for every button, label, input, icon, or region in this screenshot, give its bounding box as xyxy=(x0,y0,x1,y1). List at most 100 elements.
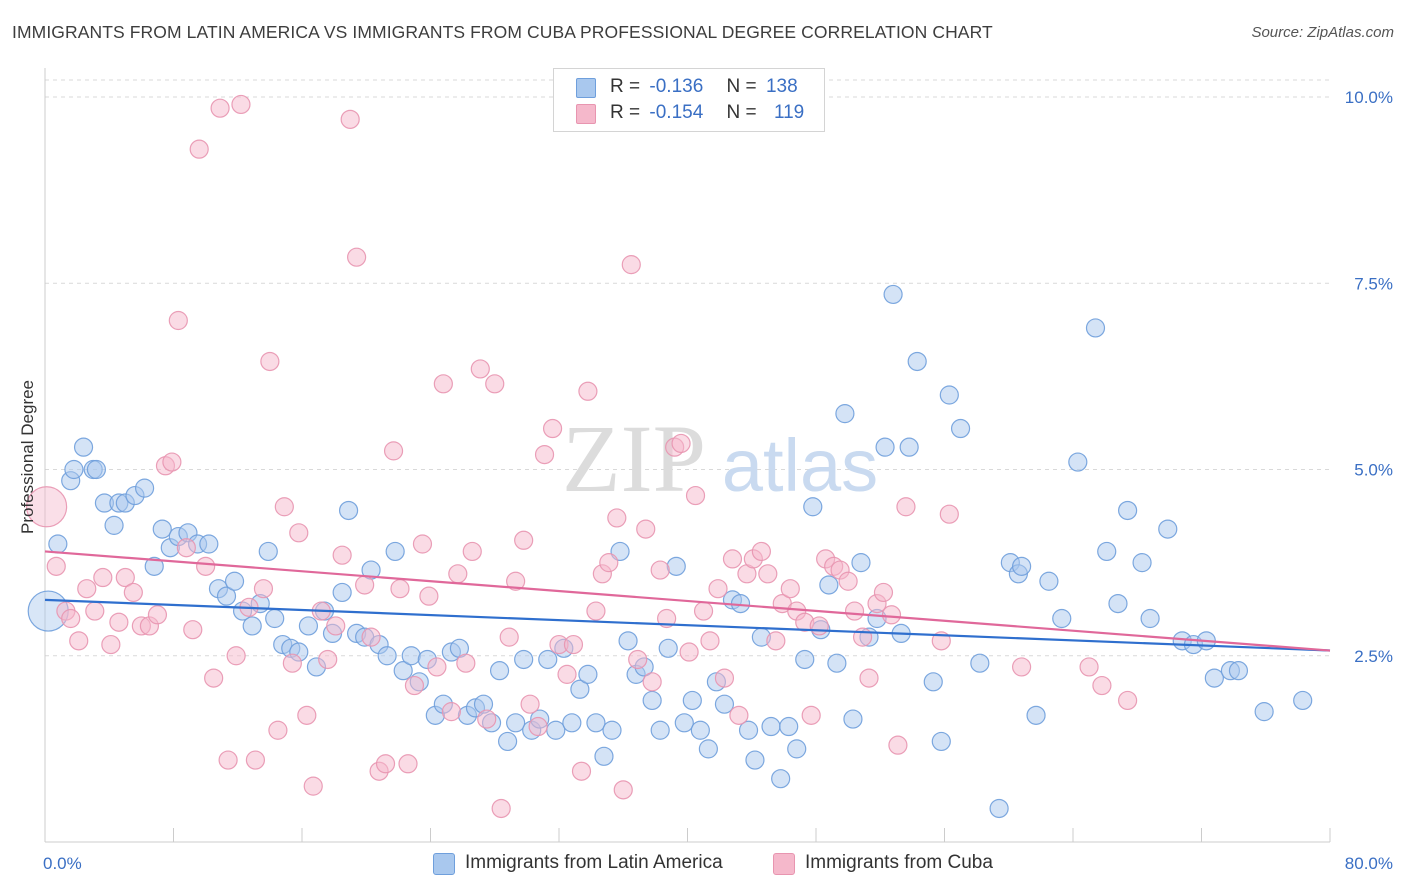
latin-america-point-135 xyxy=(1293,690,1313,711)
cuba-point-33 xyxy=(282,653,302,673)
watermark-atlas: atlas xyxy=(722,424,878,507)
cuba-point-88 xyxy=(679,642,699,662)
series-cuba-points xyxy=(26,94,1138,819)
bottom-legend-label-2: Immigrants from Cuba xyxy=(805,852,993,873)
latin-america-point-58 xyxy=(514,649,534,670)
cuba-point-74 xyxy=(578,381,598,401)
latin-america-point-90 xyxy=(771,769,791,789)
latin-america-point-123 xyxy=(1108,593,1128,614)
latin-america-point-113 xyxy=(989,798,1009,819)
latin-america-point-27 xyxy=(265,608,285,629)
legend-r-label: R = xyxy=(610,102,641,123)
cuba-point-84 xyxy=(650,560,670,580)
cuba-point-54 xyxy=(433,374,453,394)
cuba-point-122 xyxy=(1079,657,1099,677)
cuba-point-83 xyxy=(642,672,662,692)
cuba-point-71 xyxy=(557,664,577,684)
cuba-point-44 xyxy=(361,627,381,647)
latin-america-point-57 xyxy=(506,713,526,733)
cuba-point-89 xyxy=(685,485,706,506)
latin-america-point-110 xyxy=(939,385,959,405)
source-label: Source: ZipAtlas.com xyxy=(1251,24,1394,41)
latin-america-point-76 xyxy=(658,638,678,658)
latin-america-point-86 xyxy=(738,720,759,740)
bottom-legend-swatch-pink xyxy=(773,853,795,875)
latin-america-point-109 xyxy=(931,731,951,752)
latin-america-point-65 xyxy=(570,679,590,699)
cuba-point-102 xyxy=(780,579,800,599)
cuba-point-20 xyxy=(189,139,209,159)
cuba-point-75 xyxy=(586,601,606,621)
latin-america-point-41 xyxy=(377,646,397,666)
latin-america-point-121 xyxy=(1085,318,1106,338)
cuba-point-40 xyxy=(332,545,352,565)
latin-america-point-24 xyxy=(242,616,262,636)
cuba-point-24 xyxy=(218,750,238,770)
cuba-point-35 xyxy=(297,705,317,725)
cuba-point-82 xyxy=(636,519,656,539)
latin-america-point-3 xyxy=(64,459,84,480)
watermark-zip: ZIP xyxy=(562,405,706,512)
cuba-point-77 xyxy=(599,553,619,573)
cuba-point-106 xyxy=(809,616,829,636)
cuba-point-68 xyxy=(534,445,555,465)
cuba-point-51 xyxy=(412,534,433,554)
series-latin-america-points xyxy=(27,284,1313,819)
latin-america-point-104 xyxy=(883,284,903,305)
cuba-point-11 xyxy=(123,582,143,603)
latin-america-point-35 xyxy=(332,582,352,603)
latin-america-point-106 xyxy=(899,437,919,457)
cuba-point-120 xyxy=(939,504,959,524)
legend-r-value-1: -0.136 xyxy=(649,76,704,97)
cuba-point-6 xyxy=(85,601,105,621)
cuba-point-81 xyxy=(628,649,648,670)
cuba-point-43 xyxy=(355,575,375,595)
x-tick-labels: 0.0% 80.0% xyxy=(43,854,1393,873)
latin-america-point-69 xyxy=(602,720,622,740)
cuba-point-61 xyxy=(485,374,505,394)
cuba-point-100 xyxy=(766,631,786,651)
cuba-point-117 xyxy=(888,735,908,755)
cuba-point-105 xyxy=(801,705,821,725)
latin-america-point-111 xyxy=(950,418,971,439)
latin-america-point-6 xyxy=(86,459,107,480)
cuba-point-52 xyxy=(419,586,439,606)
cuba-point-72 xyxy=(563,634,584,655)
cuba-point-92 xyxy=(708,579,728,599)
y-tick-label-1: 5.0% xyxy=(1354,461,1393,480)
cuba-point-99 xyxy=(758,564,778,584)
legend-swatch-blue xyxy=(576,78,596,98)
cuba-point-58 xyxy=(462,541,482,562)
cuba-point-38 xyxy=(318,649,338,670)
cuba-point-17 xyxy=(168,310,188,331)
cuba-point-3 xyxy=(61,608,81,629)
cuba-point-118 xyxy=(896,497,916,517)
latin-america-point-81 xyxy=(698,739,718,759)
latin-america-point-26 xyxy=(258,541,278,562)
latin-america-point-134 xyxy=(1254,702,1274,722)
cuba-point-46 xyxy=(375,754,396,774)
cuba-point-34 xyxy=(289,523,309,543)
cuba-point-57 xyxy=(456,653,476,673)
bottom-legend-label-1: Immigrants from Latin America xyxy=(465,852,723,873)
x-tick-label-0: 0.0% xyxy=(43,854,82,873)
latin-america-point-13 xyxy=(144,556,164,576)
latin-america-point-131 xyxy=(1204,668,1224,688)
latin-america-point-44 xyxy=(401,646,421,666)
cuba-point-123 xyxy=(1092,675,1112,696)
cuba-point-9 xyxy=(109,612,129,632)
cuba-point-73 xyxy=(571,761,592,781)
cuba-point-49 xyxy=(398,754,418,774)
cuba-point-90 xyxy=(693,601,714,621)
latin-america-point-56 xyxy=(498,731,518,752)
y-tick-label-2: 7.5% xyxy=(1354,274,1393,293)
latin-america-point-89 xyxy=(761,716,781,737)
latin-america-point-126 xyxy=(1140,608,1160,629)
latin-america-point-31 xyxy=(298,616,319,636)
cuba-point-22 xyxy=(204,668,224,688)
cuba-point-93 xyxy=(714,668,735,688)
cuba-point-62 xyxy=(491,798,511,819)
cuba-point-98 xyxy=(751,541,771,562)
x-tick-label-1: 80.0% xyxy=(1345,854,1393,873)
